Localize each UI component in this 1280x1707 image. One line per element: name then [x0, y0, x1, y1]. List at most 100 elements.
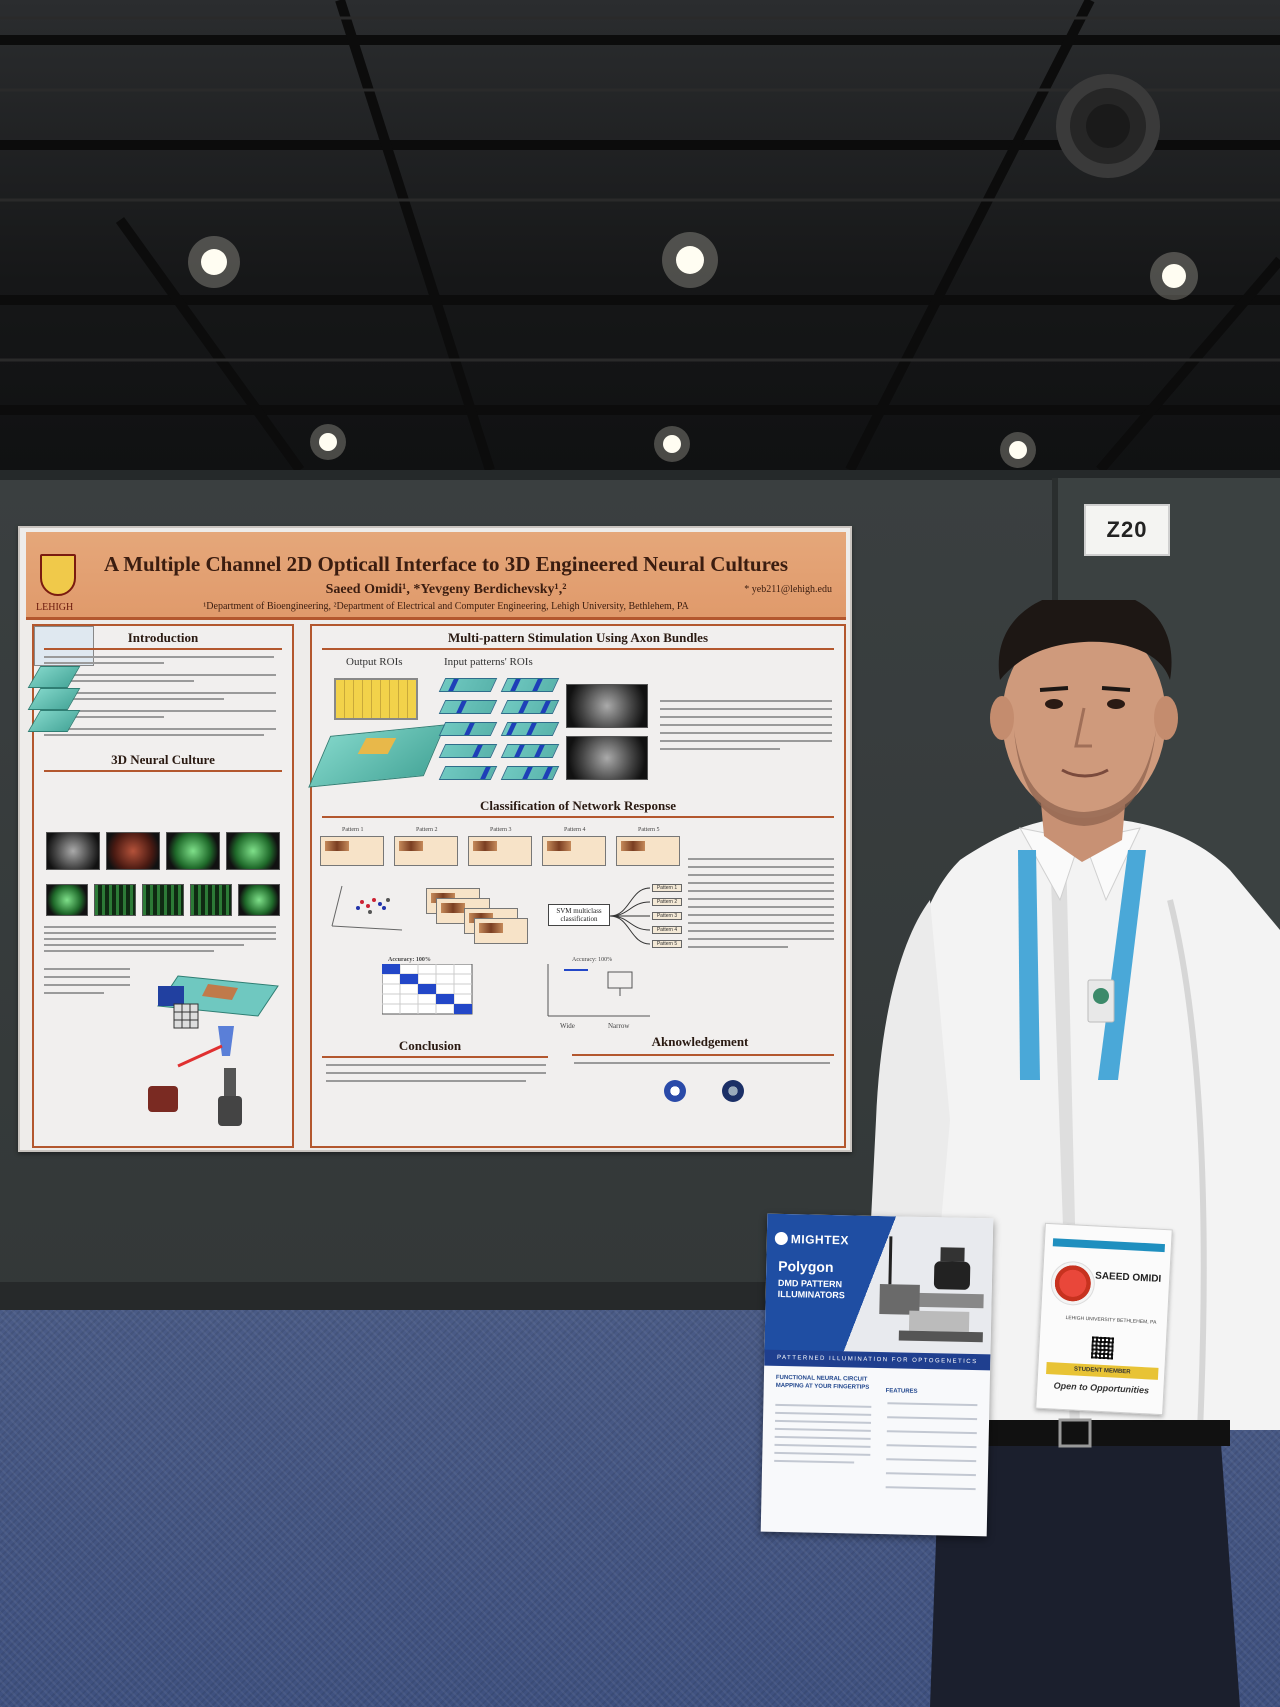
- culture-schematic-1: [27, 666, 81, 688]
- text-line: [326, 1072, 546, 1074]
- ceiling: [0, 0, 1280, 470]
- introduction-heading: Introduction: [127, 630, 199, 645]
- class-pattern-2: Pattern 2: [652, 898, 682, 906]
- pattern-cell: [438, 766, 498, 780]
- text-line: [44, 716, 164, 718]
- response-stack-4: [474, 918, 528, 944]
- heatmap-1: [320, 836, 384, 866]
- class-pattern-5: Pattern 5: [652, 940, 682, 948]
- afosr-logo: [722, 1080, 744, 1102]
- text-line: [44, 968, 130, 970]
- pattern-cell: [500, 766, 560, 780]
- text-line: [44, 728, 276, 730]
- class-pattern-3: Pattern 3: [652, 912, 682, 920]
- poster-affiliations: ¹Department of Bioengineering, ²Departme…: [203, 601, 689, 612]
- text-line: [44, 692, 276, 694]
- pattern-cell: [500, 722, 560, 736]
- text-line: [44, 992, 104, 994]
- text-line: [44, 680, 194, 682]
- classification-heading: Classification of Network Response: [479, 798, 677, 813]
- class-pattern-1: Pattern 1: [652, 884, 682, 892]
- poster-header: LEHIGH A Multiple Channel 2D Opticall In…: [26, 532, 846, 620]
- brochure-text-line: [774, 1459, 855, 1464]
- optogenetics-setup-illustration: [148, 975, 279, 1126]
- badge-member-ribbon: STUDENT MEMBER: [1046, 1362, 1159, 1380]
- brochure-brand: MIGHTEX: [790, 1232, 850, 1248]
- input-patterns-label: Input patterns' ROIs: [444, 656, 533, 668]
- text-line: [688, 906, 834, 908]
- section-rule: [322, 648, 834, 650]
- svm-classification-box: SVM multiclass classification: [548, 904, 610, 926]
- brochure-text-line: [774, 1435, 871, 1440]
- text-line: [660, 732, 832, 734]
- text-line: [44, 674, 276, 676]
- text-line: [44, 938, 276, 940]
- microscope-illustration: [879, 1236, 984, 1343]
- text-line: [660, 748, 780, 750]
- text-line: [44, 944, 244, 946]
- recorded-frame-1: [566, 684, 648, 728]
- pattern-heatmaps-row: Pattern 1 Pattern 2 Pattern 3 Pattern 4 …: [320, 826, 680, 868]
- text-line: [44, 710, 276, 712]
- brochure-product: Polygon: [778, 1257, 834, 1276]
- microwell-schematic: [34, 626, 94, 666]
- output-rois-figure: [334, 678, 418, 720]
- pattern-cell: [438, 678, 498, 692]
- text-line: [660, 700, 832, 702]
- text-line: [44, 698, 224, 700]
- brochure-feature-line: [887, 1402, 978, 1407]
- pattern-cell: [438, 700, 498, 714]
- nsf-logo: [664, 1080, 686, 1102]
- brochure-features-heading: FEATURES: [885, 1388, 918, 1395]
- booth-trim: [0, 470, 1280, 480]
- pattern-cell: [500, 678, 560, 692]
- university-logo: [40, 554, 76, 596]
- recorded-frame-2: [566, 736, 648, 780]
- brochure-feature-line: [885, 1486, 976, 1491]
- text-line: [688, 922, 834, 924]
- text-line: [688, 858, 834, 860]
- text-line: [44, 656, 274, 658]
- brochure-band: PATTERNED ILLUMINATION FOR OPTOGENETICS: [764, 1349, 991, 1371]
- pattern-cell: [438, 722, 498, 736]
- university-logo-text: LEHIGH: [36, 602, 74, 613]
- pattern-cell: [438, 744, 498, 758]
- acknowledgement-heading: Aknowledgement: [651, 1034, 749, 1049]
- brochure-feature-line: [886, 1430, 977, 1435]
- text-line: [660, 708, 832, 710]
- brochure-text-line: [775, 1403, 872, 1408]
- poster-title: A Multiple Channel 2D Opticall Interface…: [103, 552, 789, 576]
- text-line: [44, 984, 130, 986]
- text-line: [688, 866, 834, 868]
- text-line: [688, 930, 834, 932]
- wide-label: Wide: [560, 1022, 575, 1030]
- axon-image-1: [46, 884, 88, 916]
- neural-culture-heading: 3D Neural Culture: [111, 752, 215, 767]
- badge-stripe: [1052, 1238, 1166, 1253]
- badge-institution: LEHIGH UNIVERSITY BETHLEHEM, PA: [1065, 1314, 1157, 1326]
- accuracy-label: Accuracy: 100%: [388, 957, 431, 963]
- axon-image-4: [190, 884, 232, 916]
- section-rule: [44, 770, 282, 772]
- text-line: [688, 890, 834, 892]
- poster-email: * yeb211@lehigh.edu: [744, 584, 832, 595]
- text-line: [660, 716, 832, 718]
- class-pattern-4: Pattern 4: [652, 926, 682, 934]
- accuracy-boxplot: [547, 964, 650, 1017]
- presenter-person: [870, 600, 1280, 1707]
- axon-image-2: [94, 884, 136, 916]
- conclusion-heading: Conclusion: [398, 1038, 462, 1053]
- channel-device-figure: [308, 724, 446, 788]
- text-line: [688, 882, 834, 884]
- section-rule: [322, 1056, 548, 1058]
- green-fluorescence-image: [166, 832, 220, 870]
- culture-schematic-2: [27, 688, 81, 710]
- mightex-logo-icon: [774, 1231, 788, 1246]
- poster-authors: Saeed Omidi¹, *Yevgeny Berdichevsky¹,²: [325, 582, 567, 597]
- text-line: [660, 740, 832, 742]
- brochure-text-line: [774, 1419, 872, 1424]
- pattern-cell: [500, 744, 560, 758]
- output-rois-label: Output ROIs: [346, 656, 403, 668]
- poster-left-column: Introduction 3D Neural Culture: [27, 624, 294, 1148]
- brochure-text-line: [774, 1443, 871, 1448]
